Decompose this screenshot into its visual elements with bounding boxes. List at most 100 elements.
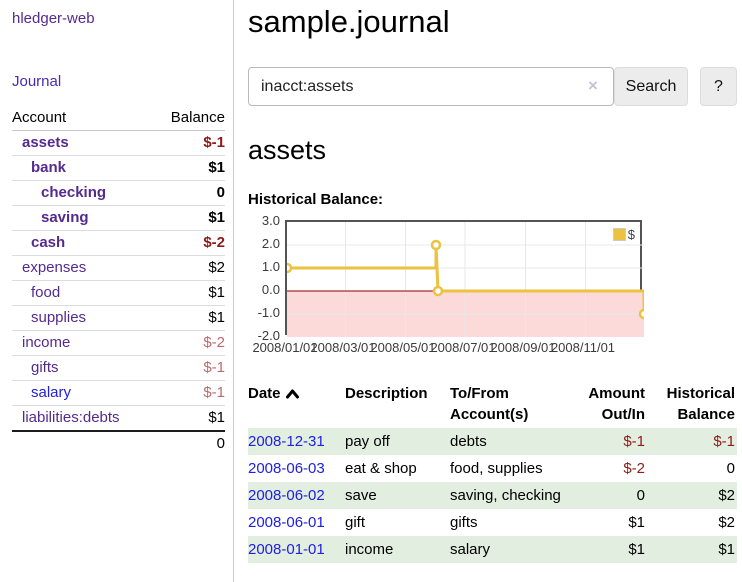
clear-search-icon[interactable]: ×: [588, 76, 598, 95]
gridlines: [287, 222, 644, 337]
account-row: cash $-2: [12, 230, 225, 256]
sidebar-divider: [233, 0, 234, 582]
register-header-date[interactable]: Date: [248, 380, 345, 428]
account-balance: $-1: [153, 355, 225, 381]
account-balance: $1: [153, 280, 225, 306]
account-row: saving $1: [12, 205, 225, 231]
historical-balance-chart: 3.0 2.0 1.0 0.0 -1.0 -2.0: [248, 214, 737, 358]
account-balance: $-1: [153, 380, 225, 406]
main-panel: sample.journal × Search ? assets Histori…: [248, 0, 742, 563]
chart-legend: $: [610, 226, 637, 243]
y-tick: 2.0: [261, 236, 280, 251]
register-row: 2008-06-02 save saving, checking 0 $2: [248, 482, 737, 509]
transaction-description: save: [345, 487, 377, 504]
accounts-table: Account Balance assets $-1 bank $1 check…: [12, 106, 225, 456]
transaction-date-link[interactable]: 2008-12-31: [248, 433, 325, 450]
x-tick: 2008/05/01: [370, 340, 436, 355]
x-tick: 2008/11/01: [550, 340, 616, 355]
sidebar-item-journal[interactable]: Journal: [12, 73, 62, 90]
transaction-balance: $2: [718, 514, 735, 531]
transaction-description: eat & shop: [345, 460, 417, 477]
transaction-date-link[interactable]: 2008-06-02: [248, 487, 325, 504]
account-balance: $2: [153, 255, 225, 281]
account-row: supplies $1: [12, 305, 225, 331]
x-tick: 2008/07/01: [430, 340, 496, 355]
transaction-balance: $1: [718, 541, 735, 558]
chart-heading: Historical Balance:: [248, 191, 384, 208]
transaction-amount: $1: [628, 541, 645, 558]
account-link-gifts[interactable]: gifts: [31, 359, 59, 376]
register-row: 2008-06-01 gift gifts $1 $2: [248, 509, 737, 536]
transaction-date-link[interactable]: 2008-06-01: [248, 514, 325, 531]
y-tick: 3.0: [261, 213, 280, 228]
register-header-balance: Historical Balance: [666, 385, 735, 423]
transaction-accounts: salary: [450, 541, 491, 558]
legend-label: $: [627, 227, 635, 242]
transaction-date-link[interactable]: 2008-01-01: [248, 541, 325, 558]
account-row: bank $1: [12, 155, 225, 181]
register-row: 2008-01-01 income salary $1 $1: [248, 536, 737, 563]
accounts-total-row: 0: [12, 430, 225, 456]
account-link-checking[interactable]: checking: [41, 184, 107, 201]
account-row: liabilities:debts $1: [12, 405, 225, 431]
transaction-description: pay off: [345, 433, 390, 450]
register-table: Date Description To/From Account(s) Amou…: [248, 380, 737, 563]
transaction-description: income: [345, 541, 394, 558]
account-balance: $1: [153, 405, 225, 431]
account-row: income $-2: [12, 330, 225, 356]
search-input[interactable]: [248, 67, 614, 106]
account-link-expenses[interactable]: expenses: [22, 259, 87, 276]
account-link-cash[interactable]: cash: [31, 234, 66, 251]
balance-line: [287, 243, 644, 314]
transaction-accounts: debts: [450, 433, 487, 450]
account-row: gifts $-1: [12, 355, 225, 381]
x-tick: 2008/01/01: [252, 340, 318, 355]
accounts-header-balance: Balance: [153, 106, 225, 131]
y-tick: 1.0: [261, 259, 280, 274]
account-link-salary[interactable]: salary: [31, 384, 72, 401]
sidebar: hledger-web Journal Account Balance asse…: [0, 0, 233, 456]
account-link-assets[interactable]: assets: [22, 134, 69, 151]
y-tick: -1.0: [257, 305, 280, 320]
account-heading: assets: [248, 135, 327, 165]
account-link-saving[interactable]: saving: [41, 209, 89, 226]
account-row: assets $-1: [12, 131, 225, 156]
account-link-income[interactable]: income: [22, 334, 71, 351]
register-header-accounts: To/From Account(s): [450, 385, 529, 423]
page-title: sample.journal: [248, 4, 450, 39]
transaction-amount: $-1: [623, 433, 645, 450]
account-link-bank[interactable]: bank: [31, 159, 67, 176]
chart-plot-area: $: [285, 220, 644, 337]
account-link-food[interactable]: food: [31, 284, 61, 301]
account-link-liabilities-debts[interactable]: liabilities:debts: [22, 409, 120, 426]
account-balance: $-2: [153, 230, 225, 256]
account-row: salary $-1: [12, 380, 225, 406]
transaction-amount: $-2: [623, 460, 645, 477]
y-tick: -2.0: [257, 328, 280, 343]
app-brand-link[interactable]: hledger-web: [12, 10, 95, 27]
account-link-supplies[interactable]: supplies: [31, 309, 87, 326]
data-points: [287, 239, 644, 320]
transaction-date-link[interactable]: 2008-06-03: [248, 460, 325, 477]
account-balance: $1: [153, 155, 225, 181]
transaction-description: gift: [345, 514, 366, 531]
x-tick: 2008/03/01: [310, 340, 376, 355]
account-row: expenses $2: [12, 255, 225, 281]
help-button[interactable]: ?: [700, 67, 737, 106]
account-row: food $1: [12, 280, 225, 306]
sort-asc-icon: [285, 389, 299, 399]
search-form: × Search ?: [248, 67, 737, 106]
accounts-total: 0: [153, 430, 225, 456]
x-tick: 2008/09/01: [490, 340, 556, 355]
register-row: 2008-06-03 eat & shop food, supplies $-2…: [248, 455, 737, 482]
search-button[interactable]: Search: [614, 67, 688, 106]
accounts-header-account: Account: [12, 106, 154, 131]
account-balance: $1: [153, 305, 225, 331]
register-header-date-label: Date: [248, 385, 281, 402]
account-balance: 0: [153, 180, 225, 206]
transaction-balance: $-1: [713, 433, 735, 450]
account-balance: $-2: [153, 330, 225, 356]
register-row: 2008-12-31 pay off debts $-1 $-1: [248, 428, 737, 455]
register-header-description: Description: [345, 385, 428, 402]
account-row: checking 0: [12, 180, 225, 206]
